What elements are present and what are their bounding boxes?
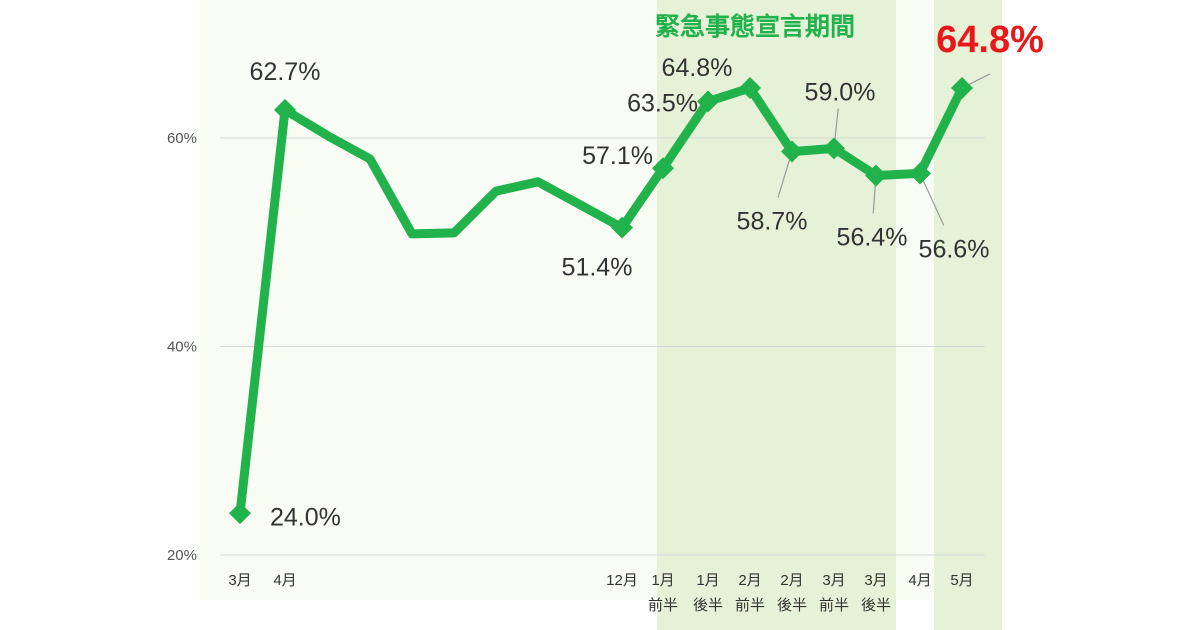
- x-tick-label: 3月: [864, 572, 887, 589]
- data-label: 56.6%: [919, 235, 990, 263]
- data-markers: [229, 76, 973, 525]
- y-tick-label: 60%: [167, 130, 197, 147]
- shaded-period-0: [657, 0, 896, 630]
- x-tick-label: 3月: [822, 572, 845, 589]
- highlight-label: 64.8%: [936, 19, 1044, 61]
- x-tick-label: 3月: [228, 572, 251, 589]
- data-point-marker: [951, 76, 973, 99]
- data-label: 24.0%: [270, 503, 341, 531]
- shaded-period-1: [934, 0, 1002, 630]
- y-tick-label: 40%: [167, 339, 197, 356]
- x-tick-label: 12月: [606, 572, 638, 589]
- data-label: 58.7%: [737, 208, 808, 236]
- x-tick-label: 5月: [950, 572, 973, 589]
- y-axis-ticks: 20% 40% 60%: [167, 130, 197, 564]
- data-point-marker: [739, 76, 761, 99]
- data-label: 63.5%: [627, 90, 698, 118]
- x-tick-label-sub: 前半: [735, 597, 765, 614]
- data-label: 56.4%: [837, 224, 908, 252]
- data-point-marker: [652, 157, 674, 180]
- shaded-periods: [657, 0, 1002, 630]
- leader-line: [919, 173, 945, 226]
- data-point-marker: [781, 140, 803, 163]
- x-tick-label: 2月: [780, 572, 803, 589]
- data-point-marker: [274, 98, 296, 121]
- data-label: 62.7%: [250, 58, 321, 86]
- gridlines: [220, 137, 985, 556]
- x-tick-label: 1月: [651, 572, 674, 589]
- x-tick-label-sub: 後半: [861, 597, 891, 614]
- x-tick-label-sub: 前半: [819, 597, 849, 614]
- data-label: 64.8%: [662, 54, 733, 82]
- x-tick-label: 2月: [738, 572, 761, 589]
- x-tick-label: 4月: [908, 572, 931, 589]
- x-tick-label: 1月: [696, 572, 719, 589]
- data-point-marker: [697, 90, 719, 113]
- data-point-marker: [823, 137, 845, 160]
- x-tick-label-sub: 前半: [648, 597, 678, 614]
- data-label: 57.1%: [582, 142, 653, 170]
- y-tick-label: 20%: [167, 547, 197, 564]
- data-label: 59.0%: [805, 78, 876, 106]
- series-line: [235, 83, 967, 518]
- series: [235, 83, 967, 518]
- data-point-marker: [229, 502, 251, 525]
- shaded-period-label: 緊急事態宣言期間: [655, 12, 855, 41]
- data-labels: 24.0% 62.7% 51.4% 57.1% 63.5% 64.8% 58.7% 59.0%…: [250, 54, 990, 531]
- data-point-marker: [611, 216, 633, 239]
- x-tick-label: 4月: [273, 572, 296, 589]
- data-point-marker: [909, 162, 931, 185]
- x-tick-label-sub: 後半: [693, 597, 723, 614]
- x-tick-label-sub: 後半: [777, 597, 807, 614]
- data-point-marker: [865, 164, 887, 187]
- data-label: 51.4%: [562, 254, 633, 282]
